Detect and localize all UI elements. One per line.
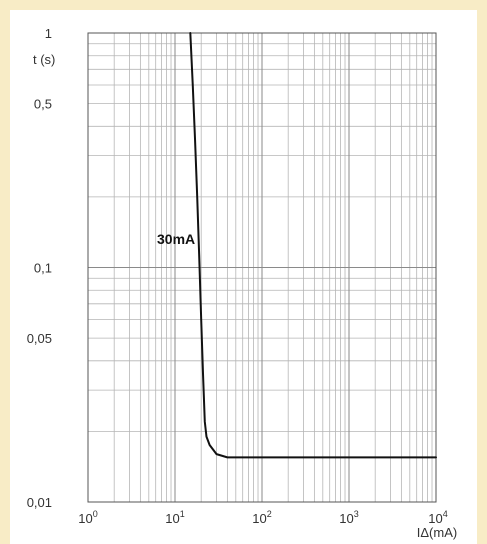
y-tick-label: 0,5	[34, 97, 52, 112]
y-tick-label: 0,01	[27, 495, 52, 510]
x-tick-labels: 100 101 102 103 104	[78, 509, 447, 526]
x-tick-label: 103	[339, 509, 358, 526]
series-label-30ma: 30mA	[157, 231, 195, 247]
x-tick-label: 104	[428, 509, 447, 526]
x-tick-label: 100	[78, 509, 97, 526]
y-tick-label: 0,1	[34, 261, 52, 276]
y-tick-label: 0,05	[27, 331, 52, 346]
y-axis-label: t (s)	[33, 52, 55, 67]
plot-border	[87, 32, 437, 503]
x-tick-label: 101	[165, 509, 184, 526]
x-axis-label: IΔ(mA)	[417, 525, 457, 540]
y-tick-label: 1	[45, 26, 52, 41]
y-tick-labels: 1 0,5 0,1 0,05 0,01	[27, 26, 52, 510]
series-layer	[189, 32, 437, 459]
series-line-30ma	[189, 32, 437, 459]
x-tick-label: 102	[252, 509, 271, 526]
